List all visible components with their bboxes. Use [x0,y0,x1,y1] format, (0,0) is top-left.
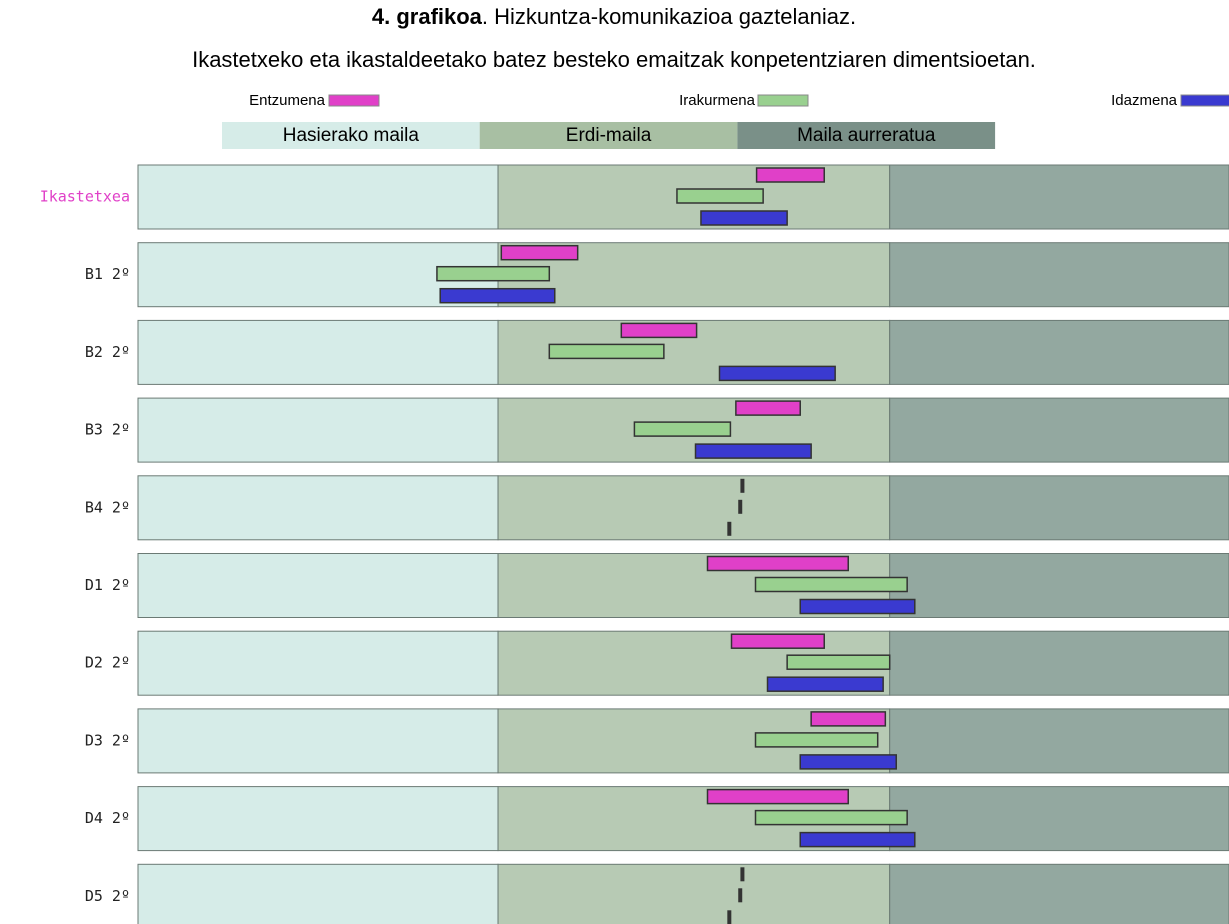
title-rest: . Hizkuntza-komunikazioa gaztelaniaz. [482,4,856,29]
range-bar [706,555,849,572]
category-label: B2 2º [85,343,130,361]
range-bar [735,400,801,416]
range-bar [766,676,884,692]
title-bold: 4. grafikoa [372,4,483,29]
range-bar [439,287,556,304]
range-bar [754,576,908,593]
zone-band [137,786,499,852]
range-bar [730,633,825,649]
legend-swatch [328,94,380,107]
category-label: B1 2º [85,265,130,283]
range-bar [620,322,698,339]
category-label: D5 2º [85,887,130,905]
range-bar [754,732,879,748]
chart-subtitle: Ikastetxeko eta ikastaldeetako batez bes… [192,47,1036,72]
zone-band [137,475,499,541]
zone-band [889,786,1229,852]
range-bar [810,711,887,727]
zone-band [889,242,1229,308]
zone-header-label: Maila aurreratua [797,125,936,146]
range-bar [754,809,908,826]
zone-header [737,122,996,149]
chart-title: 4. grafikoa. Hizkuntza-komunikazioa gazt… [372,4,856,29]
zone-header-label: Hasierako maila [283,125,420,146]
legend-swatch [757,94,809,107]
category-label: Ikastetxea [40,188,130,206]
zone-band [137,630,499,696]
legend-label: Irakurmena [679,92,756,109]
range-bar [799,754,897,770]
category-label: B4 2º [85,498,130,516]
legend-label: Entzumena [249,92,326,109]
zone-header-label: Erdi-maila [566,125,652,146]
zone-band [889,630,1229,696]
range-bar [706,788,849,805]
zone-band [889,164,1229,230]
range-bar [755,167,825,183]
zone-band [889,397,1229,463]
zone-band [137,553,499,618]
range-bar [799,831,916,848]
range-bar [700,210,788,226]
zone-band [889,553,1229,618]
range-bar [694,443,812,459]
range-bar [676,188,764,204]
range-bar [500,244,579,261]
range-bar [436,265,551,282]
category-label: D4 2º [85,809,130,827]
zone-band [137,708,499,774]
category-label: D3 2º [85,731,130,749]
zone-band [889,475,1229,541]
range-tick [727,521,732,536]
zone-band [889,863,1229,924]
range-tick [727,910,732,924]
zone-header [479,122,738,149]
category-label: D2 2º [85,654,130,672]
zone-band [137,164,499,230]
zone-band [497,475,891,541]
zone-band [137,863,499,924]
range-tick [740,478,745,493]
zone-band [497,397,891,463]
range-tick [740,867,745,882]
range-bar [799,598,916,615]
range-bar [786,654,891,670]
range-tick [738,888,743,903]
category-label: B3 2º [85,421,130,439]
zone-band [497,863,891,924]
zone-band [137,319,499,385]
range-bar [633,421,732,437]
zone-band [889,708,1229,774]
zone-band [889,319,1229,385]
zone-header [222,122,480,149]
legend-swatch [1180,94,1229,107]
legend-label: Idazmena [1111,92,1178,109]
range-tick [738,499,743,514]
zone-band [137,397,499,463]
range-bar [718,365,836,382]
range-bar [548,343,665,360]
category-label: D1 2º [85,576,130,594]
